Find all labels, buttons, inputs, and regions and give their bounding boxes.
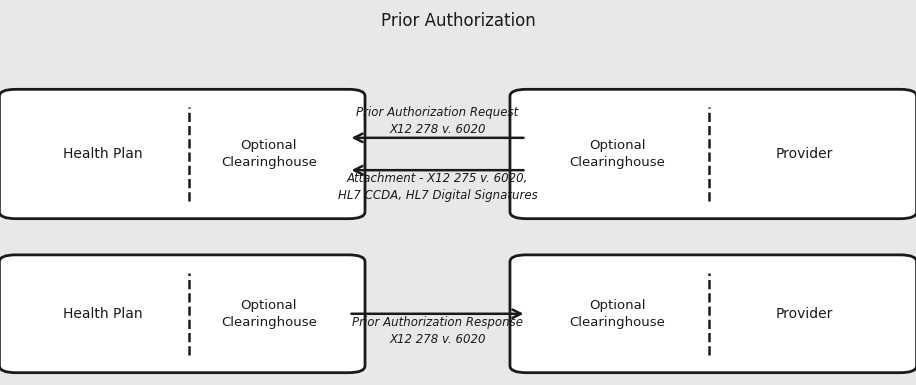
Text: Prior Authorization: Prior Authorization (381, 12, 535, 30)
Text: Prior Authorization Request
X12 278 v. 6020: Prior Authorization Request X12 278 v. 6… (356, 106, 518, 136)
Text: Attachment - X12 275 v. 6020,
HL7 CCDA, HL7 Digital Signatures: Attachment - X12 275 v. 6020, HL7 CCDA, … (338, 172, 538, 202)
FancyBboxPatch shape (0, 89, 365, 219)
Text: Prior Authorization Response
X12 278 v. 6020: Prior Authorization Response X12 278 v. … (352, 316, 523, 346)
Text: Health Plan: Health Plan (62, 147, 142, 161)
FancyBboxPatch shape (510, 255, 916, 373)
Text: Optional
Clearinghouse: Optional Clearinghouse (221, 139, 317, 169)
Text: Optional
Clearinghouse: Optional Clearinghouse (221, 299, 317, 329)
Text: Provider: Provider (776, 307, 834, 321)
Text: Health Plan: Health Plan (62, 307, 142, 321)
FancyBboxPatch shape (0, 255, 365, 373)
Text: Optional
Clearinghouse: Optional Clearinghouse (570, 139, 666, 169)
FancyBboxPatch shape (510, 89, 916, 219)
Text: Provider: Provider (776, 147, 834, 161)
Text: Optional
Clearinghouse: Optional Clearinghouse (570, 299, 666, 329)
